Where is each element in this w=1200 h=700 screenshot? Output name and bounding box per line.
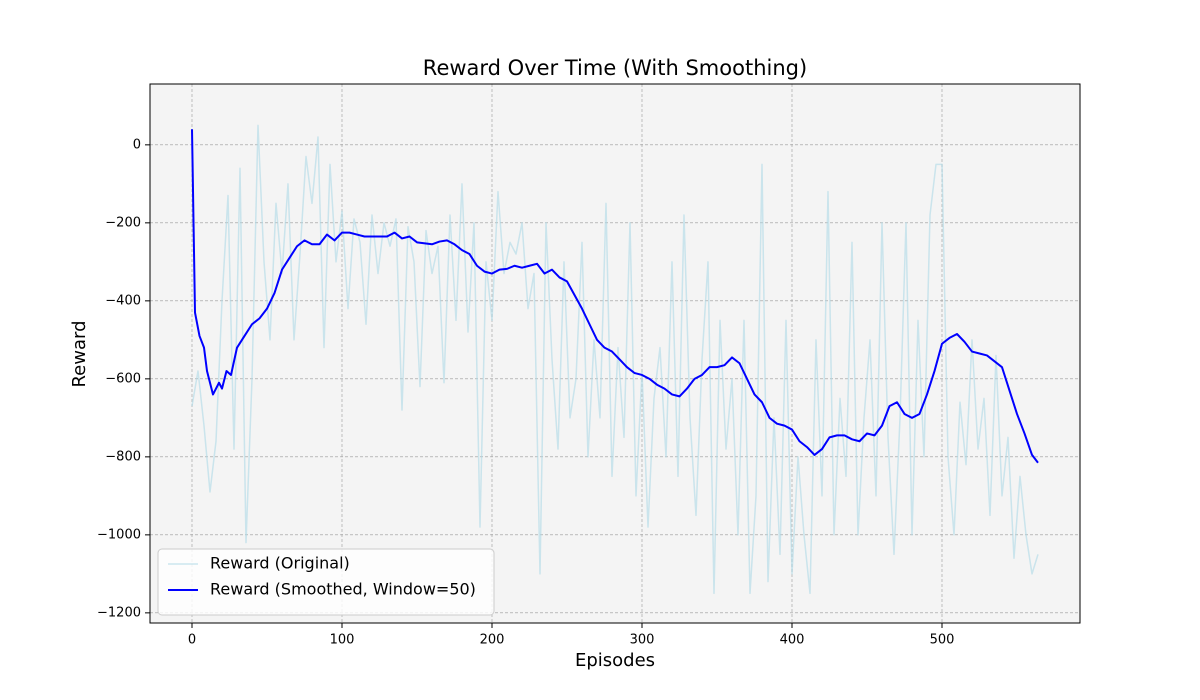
x-tick-label: 200: [480, 633, 505, 648]
y-tick-label: −1000: [97, 527, 141, 542]
x-tick-label: 400: [780, 633, 805, 648]
y-tick-label: −800: [105, 449, 141, 464]
chart-title: Reward Over Time (With Smoothing): [423, 56, 807, 80]
y-tick-label: −400: [105, 293, 141, 308]
y-tick-label: −200: [105, 215, 141, 230]
series-line: [191, 124, 1039, 595]
y-tick-label: −600: [105, 371, 141, 386]
legend-label: Reward (Smoothed, Window=50): [210, 580, 476, 599]
x-axis-label: Episodes: [575, 650, 655, 671]
x-tick-label: 500: [930, 633, 955, 648]
x-tick-label: 300: [630, 633, 655, 648]
y-tick-label: 0: [133, 137, 141, 152]
series-line: [191, 129, 1039, 464]
y-tick-label: −1200: [97, 605, 141, 620]
x-tick-label: 0: [188, 633, 196, 648]
legend-box: [157, 548, 495, 616]
y-axis-label: Reward: [69, 320, 90, 387]
legend: Reward (Original) Reward (Smoothed, Windo…: [157, 548, 495, 616]
axes-frame: [149, 83, 1081, 624]
x-tick-label: 100: [330, 633, 355, 648]
legend-label: Reward (Original): [210, 554, 350, 573]
